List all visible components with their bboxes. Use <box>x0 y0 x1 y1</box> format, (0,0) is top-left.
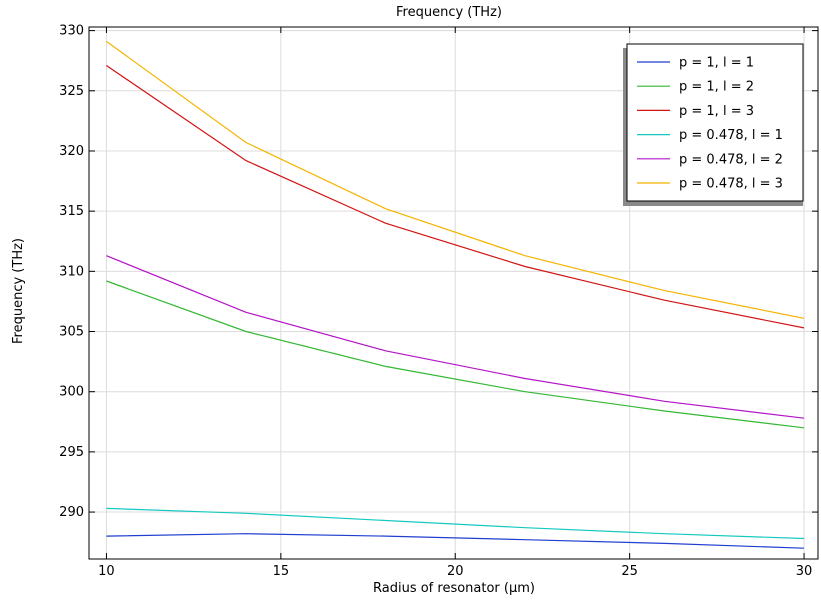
legend: p = 1, l = 1 p = 1, l = 2 p = 1, l = 3 p = … <box>623 43 804 206</box>
legend-label: p = 0.478, l = 2 <box>679 152 783 167</box>
x-tick-label: 25 <box>621 564 638 579</box>
series-line-4 <box>106 507 805 540</box>
series-line-1 <box>106 533 805 549</box>
y-axis-ticks: 290 295 300 305 310 315 320 325 330 <box>59 24 818 520</box>
series-line-5 <box>106 255 805 419</box>
y-tick-label: 330 <box>59 24 84 39</box>
y-tick-label: 320 <box>59 144 84 159</box>
legend-label: p = 1, l = 3 <box>679 104 754 119</box>
x-axis-label: Radius of resonator (µm) <box>373 581 535 596</box>
chart-title: Frequency (THz) <box>396 5 502 20</box>
legend-label: p = 0.478, l = 3 <box>679 177 783 192</box>
x-tick-label: 20 <box>447 564 464 579</box>
legend-label: p = 1, l = 1 <box>679 56 754 71</box>
x-tick-label: 15 <box>273 564 290 579</box>
y-tick-label: 305 <box>59 325 84 340</box>
y-tick-label: 325 <box>59 84 84 99</box>
y-tick-label: 310 <box>59 264 84 279</box>
legend-label: p = 0.478, l = 1 <box>679 128 783 143</box>
legend-box <box>626 43 804 202</box>
y-tick-label: 315 <box>59 204 84 219</box>
y-axis-label: Frequency (THz) <box>11 238 26 344</box>
y-tick-label: 300 <box>59 385 84 400</box>
y-tick-label: 290 <box>59 505 84 520</box>
plot-frame <box>88 26 819 560</box>
series-lines <box>106 40 805 549</box>
series-line-6 <box>106 40 805 319</box>
legend-label: p = 1, l = 2 <box>679 80 754 95</box>
x-axis-ticks: 10 15 20 25 30 <box>98 27 812 579</box>
y-tick-label: 295 <box>59 445 84 460</box>
x-tick-label: 10 <box>98 564 115 579</box>
x-tick-label: 30 <box>796 564 813 579</box>
series-line-2 <box>106 280 805 429</box>
series-line-3 <box>106 65 805 329</box>
